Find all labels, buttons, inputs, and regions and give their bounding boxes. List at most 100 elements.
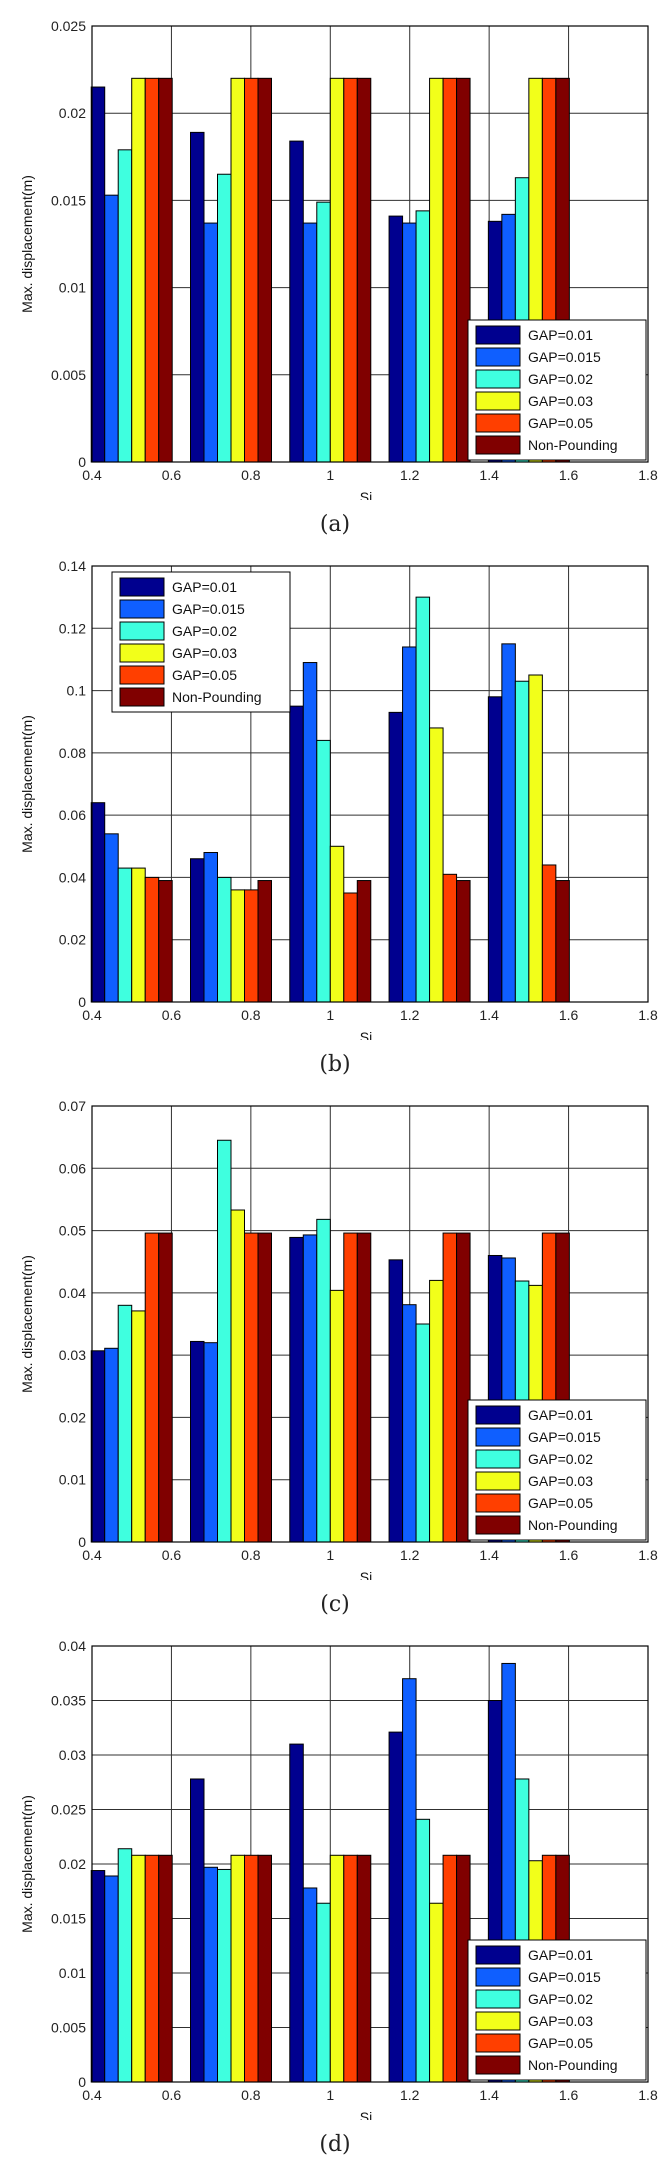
- bar: [104, 1875, 119, 2083]
- bar: [487, 696, 503, 1003]
- bar: [230, 1209, 245, 1543]
- bar: [244, 1854, 259, 2083]
- bar: [158, 1854, 173, 2083]
- bar: [144, 1854, 160, 2083]
- y-axis-label: Max. displacement(m): [19, 1795, 35, 1933]
- x-tick-label: 1: [326, 1007, 334, 1023]
- bar: [388, 215, 404, 463]
- bar: [104, 833, 119, 1003]
- bar: [90, 86, 106, 463]
- bar: [356, 880, 372, 1003]
- legend-label: Non-Pounding: [172, 689, 262, 705]
- x-axis-label: SiH: [360, 1029, 380, 1040]
- legend-label: Non-Pounding: [528, 2057, 618, 2073]
- bar: [302, 222, 318, 463]
- x-tick-label: 0.4: [82, 467, 102, 483]
- legend-swatch: [475, 325, 521, 345]
- bar: [217, 1139, 232, 1543]
- x-tick-label: 1.4: [479, 1007, 499, 1023]
- y-tick-label: 0.01: [59, 1965, 86, 1981]
- legend-label: GAP=0.05: [528, 2035, 593, 2051]
- x-tick-label: 1.6: [559, 1007, 579, 1023]
- bar: [244, 1232, 259, 1543]
- bar: [244, 77, 259, 463]
- bar: [289, 1743, 304, 2083]
- bar: [329, 845, 345, 1003]
- bar: [456, 880, 471, 1003]
- legend-swatch: [475, 413, 521, 433]
- legend-swatch: [119, 577, 165, 597]
- legend-swatch: [475, 1493, 521, 1513]
- y-tick-label: 0.04: [59, 869, 86, 885]
- bar: [429, 1902, 444, 2083]
- x-tick-label: 1.4: [479, 467, 499, 483]
- legend-label: GAP=0.03: [528, 393, 593, 409]
- bar-chart-c: 0.4 0.6 0.8 1 1.2 1.4 1.6 1.8 0 0.01 0.02 0.03 0.04 0…: [19, 1098, 658, 1580]
- y-axis-label: Max. displacement(m): [19, 715, 35, 853]
- caption-a: (a): [319, 512, 351, 537]
- bar: [289, 140, 304, 463]
- bar: [316, 739, 331, 1003]
- legend-swatch: [475, 1449, 521, 1469]
- y-tick-label: 0.12: [59, 620, 86, 636]
- bar-chart-a: 0.4 0.6 0.8 1 1.2 1.4 1.6 1.8 0 0.005 0.01 0.015 0.0…: [19, 18, 658, 500]
- legend-swatch: [475, 347, 521, 367]
- x-axis-label: SiH: [360, 1569, 380, 1580]
- chart-panel-d: 0.4 0.6 0.8 1 1.2 1.4 1.6 1.8 0 0.005 0.01 0.015 0.0…: [0, 1620, 670, 2160]
- bar: [203, 222, 218, 463]
- legend-swatch: [475, 2011, 521, 2031]
- legend-swatch: [475, 2055, 521, 2075]
- bar: [90, 1870, 106, 2083]
- bar: [131, 1310, 146, 1543]
- bar: [144, 77, 160, 463]
- y-tick-label: 0.01: [59, 280, 86, 296]
- y-tick-label: 0.03: [59, 1347, 86, 1363]
- bar: [302, 1234, 318, 1543]
- bar: [343, 892, 358, 1003]
- y-tick-label: 0.1: [67, 683, 87, 699]
- bar: [501, 643, 516, 1003]
- bar: [388, 711, 404, 1003]
- bar: [402, 1304, 417, 1543]
- bar: [343, 1854, 358, 2083]
- bar: [131, 1854, 146, 2083]
- bar: [257, 77, 272, 463]
- bar: [429, 77, 444, 463]
- bar: [203, 1342, 218, 1543]
- y-axis-label: Max. displacement(m): [19, 1255, 35, 1393]
- x-tick-label: 0.8: [241, 467, 261, 483]
- legend-label: GAP=0.03: [528, 2013, 593, 2029]
- y-tick-label: 0.005: [51, 2020, 86, 2036]
- bar: [190, 1778, 205, 2083]
- x-tick-label: 0.8: [241, 1547, 261, 1563]
- legend-label: GAP=0.02: [172, 623, 237, 639]
- x-tick-label: 0.6: [162, 467, 182, 483]
- bar: [230, 1854, 245, 2083]
- legend-label: GAP=0.05: [528, 415, 593, 431]
- y-tick-label: 0.015: [51, 1911, 86, 1927]
- bar: [217, 876, 232, 1003]
- y-tick-label: 0.04: [59, 1638, 86, 1654]
- legend-swatch: [475, 1515, 521, 1535]
- bar: [402, 222, 417, 463]
- bar: [415, 210, 431, 463]
- bar: [541, 864, 557, 1003]
- caption-b: (b): [319, 1052, 351, 1077]
- legend-label: GAP=0.015: [172, 601, 245, 617]
- bar: [117, 149, 133, 463]
- legend-swatch: [119, 599, 165, 619]
- x-tick-label: 1.2: [400, 1007, 420, 1023]
- bar: [302, 662, 318, 1003]
- y-tick-label: 0: [78, 2074, 86, 2090]
- bar: [429, 727, 444, 1003]
- y-tick-label: 0.02: [59, 1409, 86, 1425]
- x-tick-label: 1.2: [400, 1547, 420, 1563]
- y-tick-label: 0.14: [59, 558, 86, 574]
- bar: [514, 680, 530, 1003]
- legend-label: GAP=0.02: [528, 371, 593, 387]
- bar: [289, 705, 304, 1003]
- legend: GAP=0.01 GAP=0.015 GAP=0.02 GAP=0.03 GAP=0.0…: [111, 571, 291, 713]
- tick-labels: 0.4 0.6 0.8 1 1.2 1.4 1.6 1.8 0 0.005 0.01 0.015 0.0…: [51, 1638, 658, 2103]
- y-tick-label: 0.005: [51, 367, 86, 383]
- x-tick-label: 0.8: [241, 2087, 261, 2103]
